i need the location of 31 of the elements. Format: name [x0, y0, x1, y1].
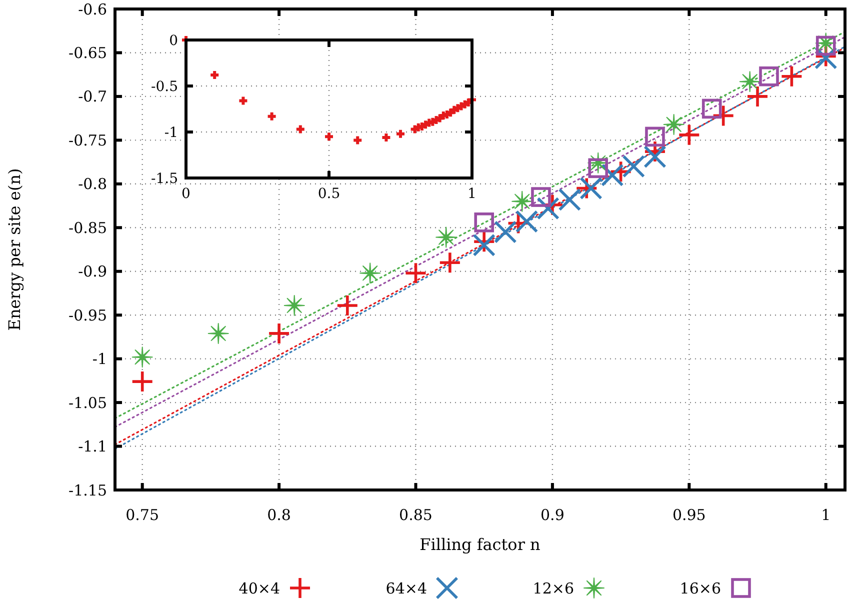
legend-label: 40×4	[238, 579, 280, 598]
x-tick-label: 0.75	[126, 506, 160, 524]
x-tick-label: 1	[468, 186, 476, 202]
y-axis-title: Energy per site e(n)	[5, 168, 24, 331]
y-tick-label: -0.9	[78, 262, 107, 281]
legend-label: 12×6	[532, 579, 574, 598]
y-tick-label: -0.5	[151, 78, 178, 95]
x-tick-label: 0.5	[318, 186, 340, 202]
legend-label: 64×4	[386, 579, 427, 598]
y-tick-label: -0.7	[78, 88, 107, 106]
y-tick-label: -1.15	[68, 481, 107, 500]
x-tick-label: 0.9	[540, 506, 564, 524]
legend-label: 16×6	[680, 579, 721, 598]
y-tick-label: 0	[169, 32, 178, 49]
y-tick-label: -1.1	[78, 438, 107, 456]
x-tick-label: 0.85	[399, 506, 432, 524]
y-tick-label: -0.85	[68, 218, 107, 237]
x-tick-label: 0.8	[267, 506, 291, 524]
y-tick-label: -0.6	[78, 0, 107, 18]
y-tick-label: -0.65	[68, 44, 107, 62]
x-tick-label: 1	[821, 506, 831, 524]
y-tick-label: -1	[164, 124, 178, 141]
y-tick-label: -1	[92, 350, 107, 368]
x-tick-label: 0.95	[672, 506, 706, 524]
y-tick-label: -0.75	[68, 131, 107, 150]
y-tick-label: -0.8	[78, 175, 107, 194]
x-axis-title: Filling factor n	[420, 535, 540, 554]
y-tick-label: -1.05	[68, 394, 107, 412]
x-tick-label: 0	[182, 186, 190, 202]
y-tick-label: -0.95	[68, 306, 107, 324]
y-tick-label: -1.5	[151, 170, 178, 187]
